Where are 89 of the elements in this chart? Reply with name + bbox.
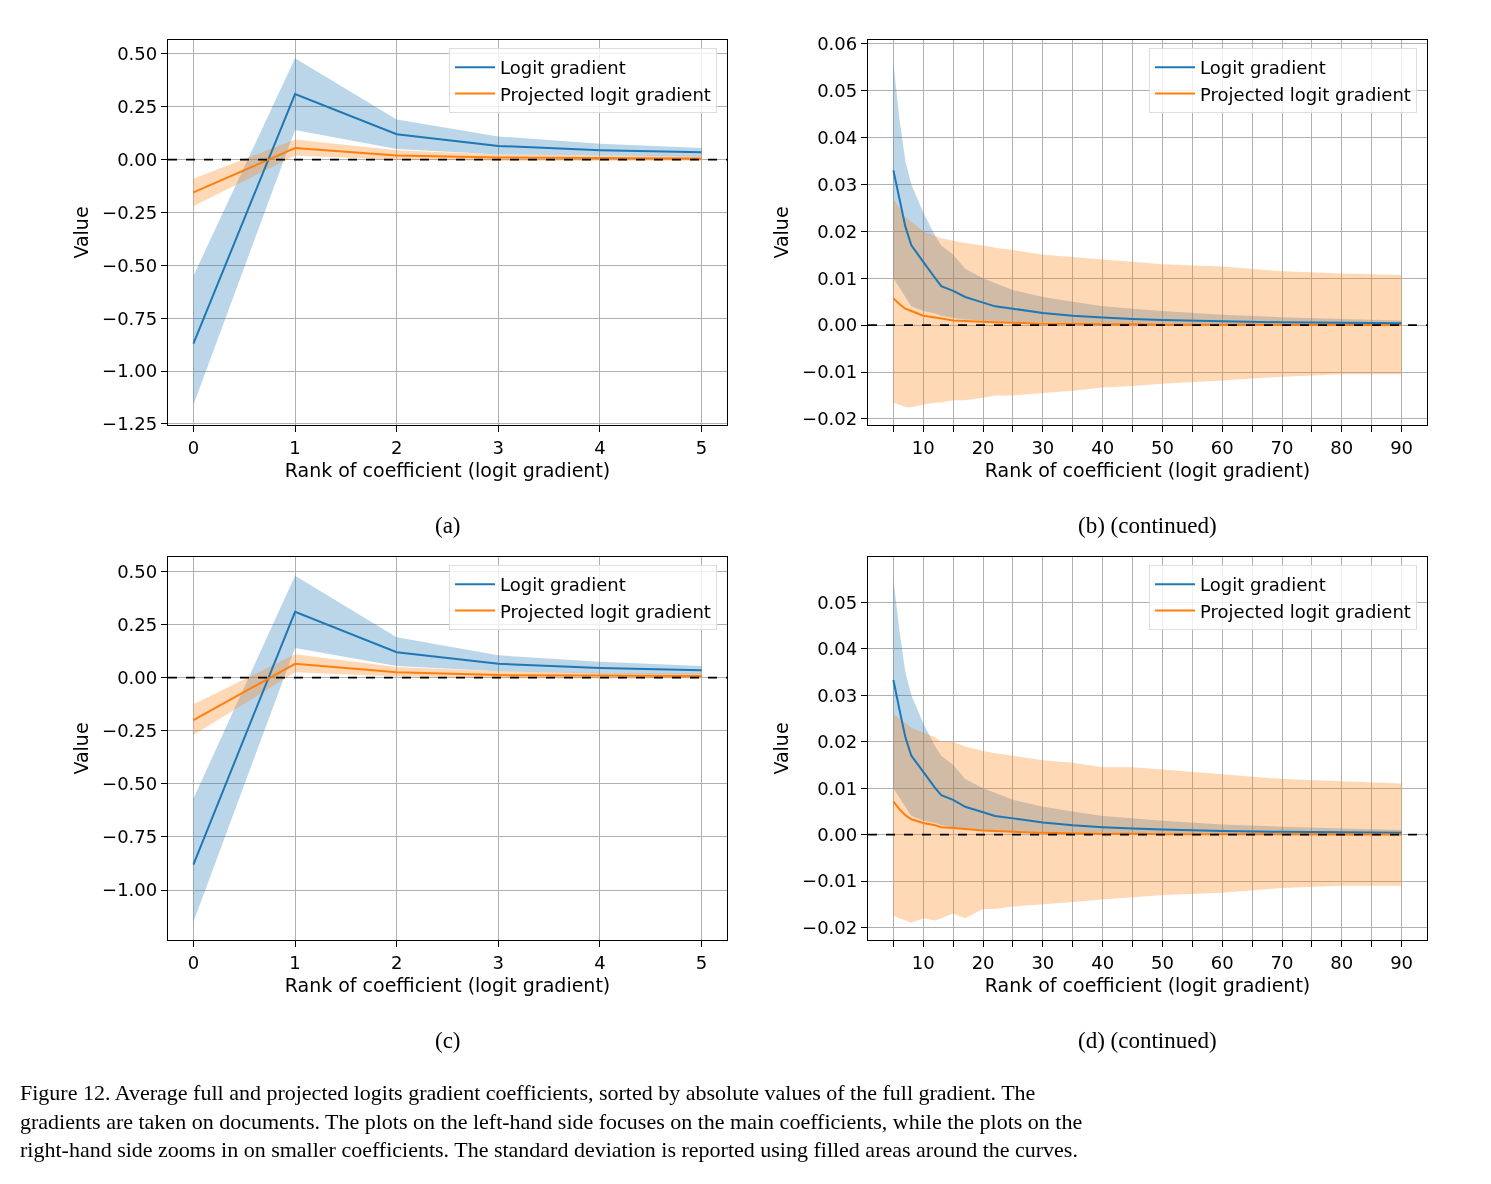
x-tick-label: 60 [1210, 951, 1234, 973]
y-tick-label: −0.75 [102, 307, 158, 329]
y-tick-label: −1.25 [102, 413, 158, 435]
y-tick-label: −0.02 [802, 916, 858, 938]
y-tick-label: −1.00 [102, 879, 158, 901]
x-tick-label: 2 [390, 436, 403, 458]
legend-label: Logit gradient [500, 57, 626, 79]
x-tick-label: 5 [695, 436, 708, 458]
line-series [892, 297, 1403, 327]
y-tick-label: −0.02 [802, 408, 858, 430]
line-series [892, 800, 1403, 836]
y-tick-label: 0.01 [817, 777, 858, 799]
y-tick-label: 0.00 [817, 823, 858, 845]
line-series [192, 662, 703, 722]
y-tick-label: −0.50 [102, 773, 158, 795]
x-tick-label: 40 [1091, 436, 1115, 458]
y-tick-label: 0.02 [817, 731, 858, 753]
y-tick-label: 0.05 [817, 79, 858, 101]
y-tick-label: −0.01 [802, 361, 858, 383]
x-tick-label: 0 [187, 436, 200, 458]
y-tick-label: −1.00 [102, 360, 158, 382]
x-tick-label: 80 [1330, 951, 1354, 973]
y-tick-label: 0.25 [117, 96, 158, 118]
y-tick-label: 0.50 [117, 43, 158, 65]
y-tick-label: −0.25 [102, 201, 158, 223]
x-tick-label: 50 [1151, 951, 1174, 973]
x-tick-label: 1 [289, 436, 301, 458]
x-tick-label: 4 [594, 951, 606, 973]
x-tick-label: 30 [1031, 951, 1055, 973]
x-tick-label: 2 [390, 951, 403, 973]
y-tick-label: −0.75 [102, 826, 158, 848]
y-tick-label: −0.25 [102, 720, 158, 742]
x-tick-label: 20 [971, 951, 995, 973]
x-axis-title: Rank of coefficient (logit gradient) [984, 458, 1311, 481]
x-tick-label: 70 [1270, 951, 1294, 973]
x-axis-title: Rank of coefficient (logit gradient) [284, 973, 611, 996]
y-tick-label: 0.00 [817, 314, 858, 336]
y-tick-label: −0.50 [102, 254, 158, 276]
legend-label: Logit gradient [1200, 574, 1326, 596]
x-tick-label: 20 [971, 436, 995, 458]
x-tick-label: 30 [1031, 436, 1055, 458]
y-tick-label: 0.04 [817, 126, 858, 148]
y-tick-label: 0.05 [817, 591, 858, 613]
y-axis-title: Value [69, 206, 92, 259]
legend-label: Projected logit gradient [500, 83, 711, 105]
y-tick-label: 0.50 [117, 560, 158, 582]
legend-label: Projected logit gradient [500, 600, 711, 622]
x-tick-label: 60 [1210, 436, 1234, 458]
y-tick-label: 0.00 [117, 148, 158, 170]
y-tick-label: 0.02 [817, 220, 858, 242]
legend-label: Projected logit gradient [1200, 83, 1411, 105]
y-tick-label: 0.06 [817, 33, 858, 55]
y-axis-title: Value [769, 206, 792, 259]
line-series [192, 147, 703, 194]
x-tick-label: 5 [695, 951, 708, 973]
x-tick-label: 3 [492, 436, 505, 458]
y-tick-label: 0.03 [817, 173, 858, 195]
x-tick-label: 10 [911, 951, 935, 973]
x-axis-title: Rank of coefficient (logit gradient) [984, 973, 1311, 996]
line-series [892, 679, 1403, 834]
y-tick-label: 0.03 [817, 684, 858, 706]
x-tick-label: 3 [492, 951, 505, 973]
y-axis-title: Value [69, 722, 92, 775]
y-tick-label: 0.01 [817, 267, 858, 289]
text: (b) (continued) [1078, 513, 1217, 538]
x-tick-label: 90 [1390, 951, 1414, 973]
legend-label: Projected logit gradient [1200, 600, 1411, 622]
y-axis-title: Value [769, 722, 792, 775]
x-tick-label: 80 [1330, 436, 1354, 458]
line-series [892, 169, 1403, 325]
x-tick-label: 1 [289, 951, 301, 973]
y-tick-label: 0.25 [117, 613, 158, 635]
x-axis-title: Rank of coefficient (logit gradient) [284, 458, 611, 481]
x-tick-label: 0 [187, 951, 200, 973]
x-tick-label: 50 [1151, 436, 1174, 458]
legend-label: Logit gradient [500, 574, 626, 596]
text: (d) (continued) [1078, 1028, 1217, 1053]
text: (c) [435, 1028, 461, 1053]
x-tick-label: 4 [594, 436, 606, 458]
text: (a) [435, 513, 461, 538]
y-tick-label: 0.04 [817, 638, 858, 660]
x-tick-label: 40 [1091, 951, 1115, 973]
caption: Figure 12. Average full and projected logits gradient coefficients, sorted by absolute values of the full gradient. The gradients are taken on documents. The plots on the left-hand side focuses on the main coefficients, while the plots on the right-hand side zooms in on smaller coefficients. The standard deviation is reported using filled areas around the curves. [20, 1080, 1083, 1163]
x-tick-label: 10 [911, 436, 935, 458]
x-tick-label: 90 [1390, 436, 1414, 458]
y-tick-label: −0.01 [802, 870, 858, 892]
x-tick-label: 70 [1270, 436, 1294, 458]
y-tick-label: 0.00 [117, 666, 158, 688]
legend-label: Logit gradient [1200, 57, 1326, 79]
